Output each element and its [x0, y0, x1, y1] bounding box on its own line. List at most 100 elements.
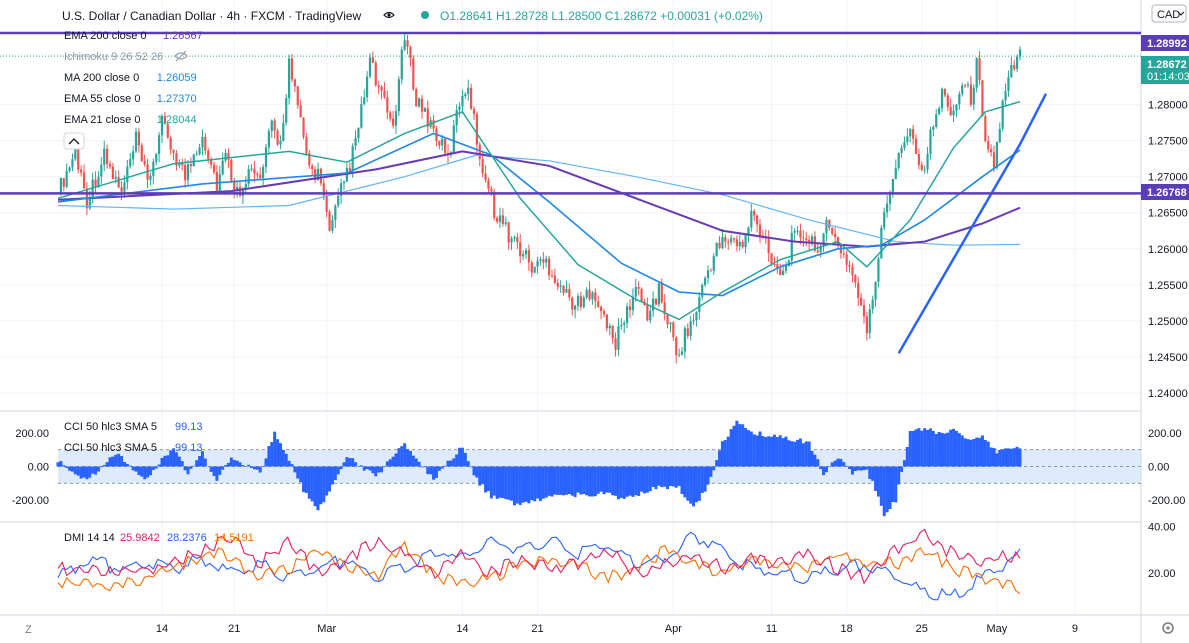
candle [198, 143, 201, 156]
candle [201, 129, 204, 156]
candle [602, 308, 606, 318]
candle [574, 304, 577, 318]
candle [964, 83, 967, 88]
cci-label-2: CCI 50 hlc3 SMA 5 [64, 442, 157, 454]
candle [784, 261, 788, 274]
indicator-value: 1.26059 [157, 72, 197, 84]
candle [392, 110, 395, 129]
candle [773, 256, 776, 268]
candle [455, 104, 458, 133]
candle [926, 146, 929, 174]
candle [851, 262, 854, 283]
candle [296, 85, 299, 110]
candle [825, 216, 828, 242]
candle [556, 278, 559, 291]
candle [550, 269, 554, 279]
candle [767, 230, 770, 262]
candle [860, 292, 863, 307]
candle [418, 97, 421, 108]
cci-value: 99.13 [175, 421, 203, 433]
candle [1001, 99, 1004, 132]
candle [230, 158, 233, 184]
candle [441, 134, 444, 151]
currency-label: CAD [1157, 9, 1180, 21]
indicator-label: MA 200 close 0 [64, 72, 139, 84]
candle [652, 291, 655, 317]
indicator-label: EMA 55 close 0 [64, 93, 140, 105]
candle [548, 256, 551, 281]
candle [565, 280, 568, 293]
candle [594, 288, 597, 309]
candle [507, 221, 510, 250]
candle [68, 166, 71, 173]
candle [363, 89, 366, 106]
candle [264, 144, 268, 174]
candle [389, 110, 392, 122]
hidden-eye-icon[interactable] [174, 50, 188, 62]
candle [126, 159, 129, 190]
svg-text:1.28672: 1.28672 [1147, 59, 1187, 71]
candle [796, 226, 799, 236]
candle [845, 250, 848, 273]
ema200-line [57, 150, 1021, 248]
candle [978, 51, 981, 85]
price-tick-label: 1.26500 [1148, 208, 1188, 220]
price-tick-label: 1.24500 [1148, 352, 1188, 364]
price-tick-label: 1.25000 [1148, 316, 1188, 328]
candle [192, 153, 195, 167]
candle [1018, 46, 1022, 61]
candle [195, 150, 198, 156]
candle [276, 128, 279, 146]
zoom-button[interactable]: Z [25, 624, 32, 636]
candle [877, 256, 880, 288]
candle [571, 296, 574, 316]
candle [331, 215, 334, 234]
currency-selector[interactable]: CAD [1151, 4, 1187, 23]
grid [0, 0, 1141, 615]
chevron-up-icon [68, 138, 80, 145]
candle [423, 106, 426, 113]
candle [874, 281, 877, 307]
candle [883, 207, 886, 231]
candle [683, 325, 686, 359]
candle [712, 253, 715, 275]
candle [831, 227, 834, 237]
ohlc-values: O1.28641 H1.28728 L1.28500 C1.28672 +0.0… [440, 9, 763, 23]
time-tick-label: Mar [317, 623, 336, 635]
candle [727, 238, 730, 250]
candle [80, 165, 83, 177]
candle [415, 87, 418, 107]
svg-text:1.26768: 1.26768 [1147, 187, 1187, 199]
dmi-tick-label: 20.00 [1148, 568, 1176, 580]
candle [706, 265, 710, 284]
trendline [897, 93, 1048, 354]
candle [452, 119, 455, 153]
candle [620, 318, 623, 330]
candle [646, 297, 649, 322]
candle [368, 53, 372, 79]
candle [498, 207, 502, 229]
candle [582, 295, 585, 309]
candle [943, 88, 946, 98]
candle [984, 113, 987, 143]
candle [65, 163, 68, 189]
eye-icon[interactable] [383, 11, 395, 19]
candle [626, 302, 629, 328]
candle [631, 288, 634, 316]
cci-tick-label-left: 200.00 [15, 428, 49, 440]
candle [617, 318, 620, 356]
candle [663, 294, 666, 321]
candle [132, 145, 135, 166]
time-tick-label: 14 [456, 623, 468, 635]
candle [210, 156, 213, 169]
time-tick-label: 18 [841, 623, 853, 635]
collapse-legend-button[interactable] [63, 132, 85, 150]
settings-icon[interactable] [1162, 622, 1174, 634]
ema55-line [57, 132, 1021, 297]
candle [409, 45, 412, 67]
candle [923, 165, 926, 174]
candle [938, 106, 941, 116]
candle [966, 81, 970, 88]
candle [314, 166, 317, 183]
